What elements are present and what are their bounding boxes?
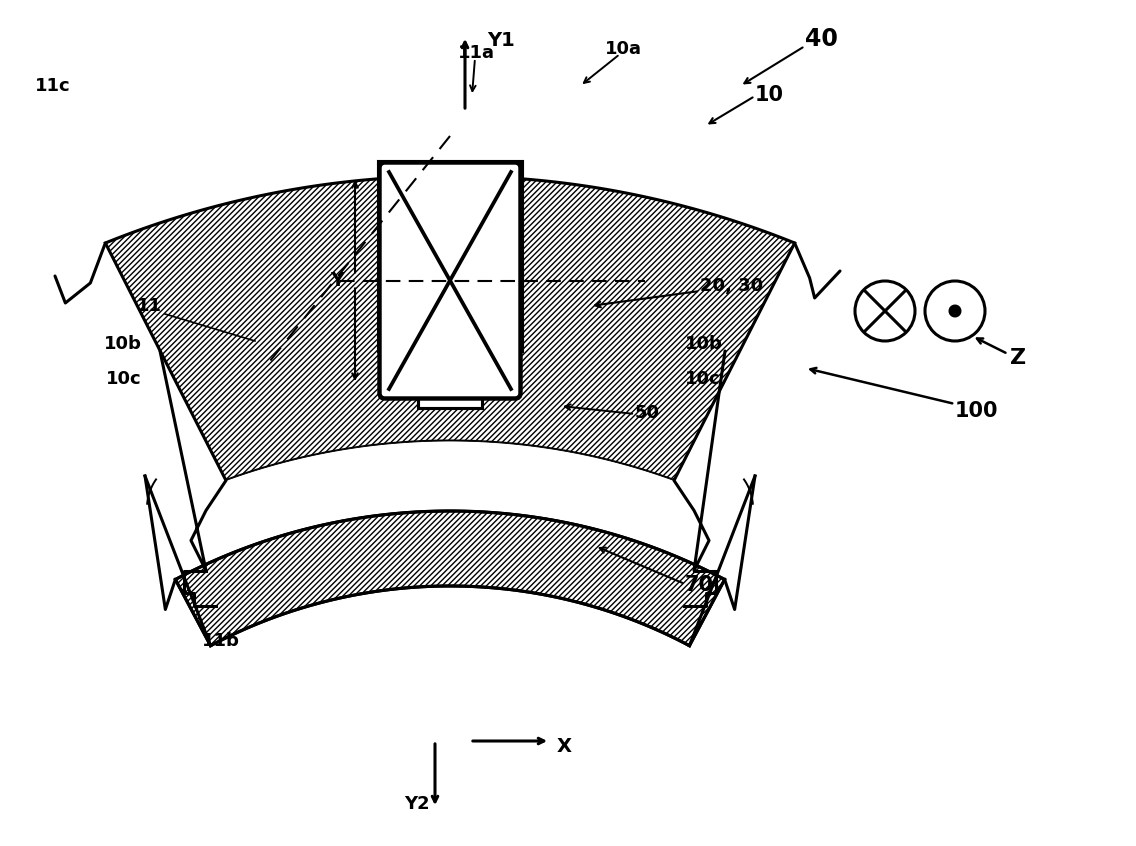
Text: 50: 50 — [635, 404, 660, 422]
FancyBboxPatch shape — [379, 162, 520, 398]
Text: 40: 40 — [805, 27, 838, 51]
Text: 11c: 11c — [35, 77, 70, 95]
Polygon shape — [106, 176, 795, 481]
Text: X: X — [557, 737, 573, 755]
Text: Y: Y — [329, 271, 344, 290]
Polygon shape — [175, 511, 725, 645]
Text: 10b: 10b — [685, 335, 722, 353]
Text: 10b: 10b — [105, 335, 142, 353]
Text: 20, 30: 20, 30 — [700, 277, 763, 295]
Text: Y1: Y1 — [487, 31, 515, 51]
Text: 11a: 11a — [458, 44, 495, 62]
Polygon shape — [378, 161, 523, 408]
Polygon shape — [378, 161, 523, 408]
Text: 10a: 10a — [605, 40, 642, 58]
Text: 10c: 10c — [107, 370, 142, 388]
Text: 10c: 10c — [685, 370, 720, 388]
Text: Y2: Y2 — [404, 795, 431, 813]
Polygon shape — [175, 441, 726, 578]
Text: 100: 100 — [955, 401, 999, 421]
Text: 70: 70 — [685, 575, 715, 595]
Text: 10: 10 — [755, 85, 784, 105]
Text: Z: Z — [1010, 348, 1026, 368]
Text: 11: 11 — [137, 297, 162, 315]
Circle shape — [950, 305, 961, 316]
Text: 11b: 11b — [202, 632, 240, 650]
